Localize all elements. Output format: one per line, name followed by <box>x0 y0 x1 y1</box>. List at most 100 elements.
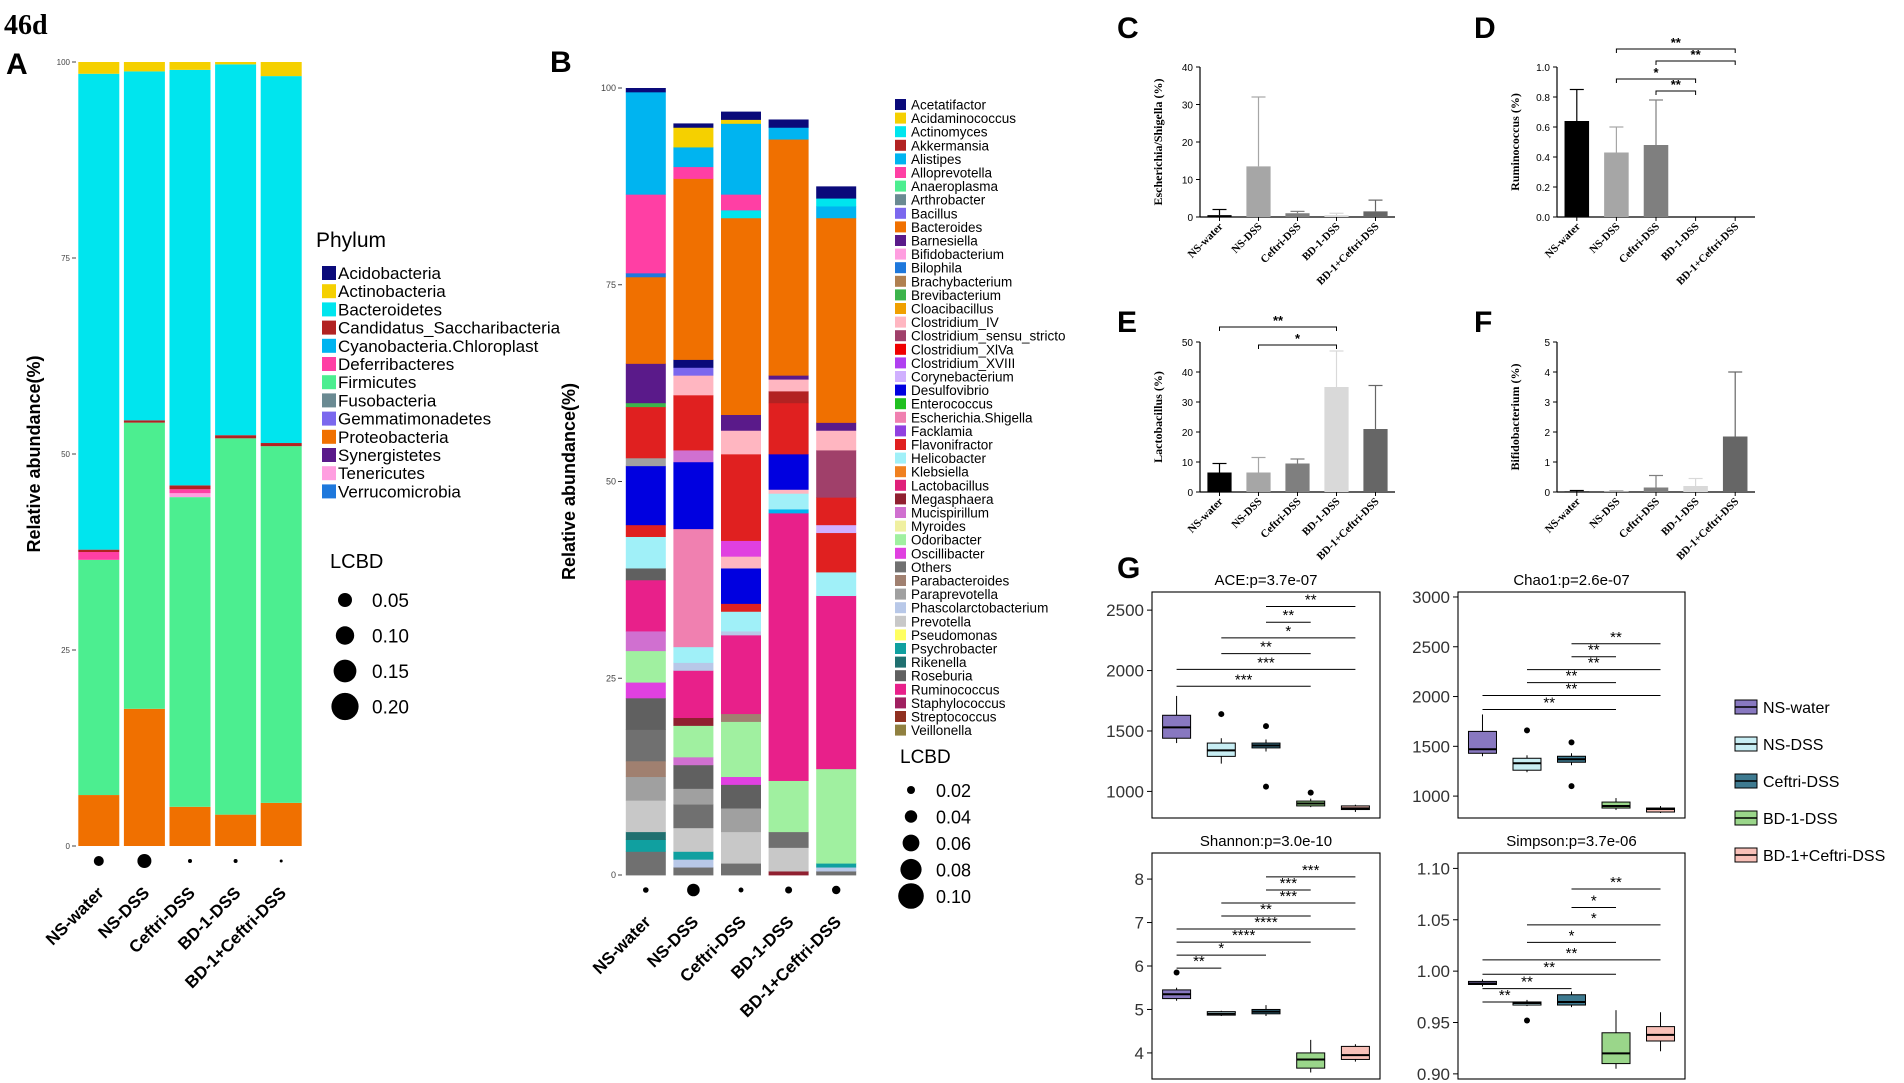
panel-b-bar-segment <box>673 804 714 829</box>
panel-a-legend-label: Candidatus_Saccharibacteria <box>338 319 561 338</box>
panel-b-lcbd-dot <box>738 887 744 893</box>
panel-c-y-tick-label: 20 <box>1182 138 1194 149</box>
panel-b-bar-segment <box>673 528 714 648</box>
panel-f-bar <box>1643 487 1669 492</box>
panel-b-bar-segment <box>768 509 809 514</box>
panel-b-legend-swatch <box>895 139 906 151</box>
panel-b-bar-segment <box>721 568 761 604</box>
panel-b-bar-segment <box>625 831 666 840</box>
panel-b-bar-segment <box>768 493 809 510</box>
panel-b-legend-label: Mucispirillum <box>911 506 989 521</box>
panel-g-ace-chart: ACE:p=3.7e-071000150020002500***********… <box>1106 567 1381 819</box>
panel-b-bar-segment <box>625 760 666 778</box>
panel-b-bar-segment <box>768 831 809 848</box>
panel-a-lcbd-title: LCBD <box>330 551 383 573</box>
panel-b-legend-swatch <box>895 629 906 641</box>
panel-a-legend-swatch <box>322 466 336 481</box>
panel-d-y-tick-label: 0.2 <box>1536 183 1550 194</box>
panel-b-legend-swatch <box>895 275 906 287</box>
panel-g-simpson-chart: Simpson:p=3.7e-060.900.951.001.051.10***… <box>1417 828 1686 1083</box>
panel-b-bar-segment <box>816 422 857 431</box>
panel-d-y-tick-label: 0.6 <box>1536 123 1550 134</box>
panel-a-bar-segment <box>169 493 211 498</box>
panel-a-bar-segment <box>123 62 165 72</box>
panel-b-bar-segment <box>721 209 761 219</box>
panel-b-bar-segment <box>625 697 666 730</box>
panel-g-chao1-y-tick-label: 2000 <box>1412 688 1450 707</box>
panel-a-bar-segment <box>123 71 165 421</box>
panel-a-legend-label: Acidobacteria <box>338 264 442 283</box>
panel-b-lcbd-dot <box>643 887 649 893</box>
panel-c-y-tick-label: 0 <box>1187 213 1193 224</box>
panel-b-bar-segment <box>721 603 761 612</box>
panel-b-bar-segment <box>625 363 666 404</box>
panel-b-bar-segment <box>673 178 714 360</box>
panel-b-bar-segment <box>673 147 714 168</box>
panel-e-significance-bracket <box>1219 326 1337 331</box>
panel-c-bar <box>1285 213 1310 217</box>
panel-e-y-tick-label: 50 <box>1182 338 1194 349</box>
panel-a-bar-segment <box>215 64 257 436</box>
panel-b-bar-segment <box>673 127 714 148</box>
panel-b-legend-swatch <box>895 343 906 355</box>
panel-b-bar-segment <box>625 631 666 652</box>
panel-b-legend-swatch <box>895 547 906 559</box>
panel-b-legend-label: Myroides <box>911 519 966 534</box>
panel-b-bar-segment <box>673 859 714 868</box>
panel-b-chart: NS-waterNS-DSSCeftri-DSSBD-1-DSSBD-1+Cef… <box>559 83 1066 1021</box>
panel-b-legend-label: Akkermansia <box>911 138 990 153</box>
panel-a-legend-swatch <box>322 302 336 317</box>
panel-d-y-tick-label: 0.8 <box>1536 93 1550 104</box>
panel-g-simpson-box <box>1646 1026 1676 1042</box>
panel-b-bar-segment <box>625 839 666 852</box>
panel-b-lcbd-dot <box>687 883 700 897</box>
panel-d-chart: 0.0 0.2 0.4 0.6 0.8 1.0 NS-water NS-DSSCeftri-D… <box>1508 35 1755 288</box>
panel-a-legend-swatch <box>322 429 336 444</box>
panel-b-bar-segment <box>673 359 714 368</box>
panel-b-bar-segment <box>673 788 714 805</box>
panel-a-lcbd-legend-label: 0.10 <box>372 627 409 648</box>
panel-a-bar-segment <box>169 69 211 486</box>
panel-b-bar-segment <box>673 646 714 663</box>
panel-a-y-axis-label: Relative abundance(%) <box>24 355 44 552</box>
panel-letter-g: G <box>1117 552 1140 585</box>
panel-b-legend-swatch <box>895 507 906 518</box>
panel-b-legend-swatch <box>895 452 906 464</box>
panel-b-legend-label: Flavonifractor <box>911 438 993 453</box>
panel-g-ace-outlier <box>1218 711 1225 718</box>
panel-a-bar-segment <box>169 489 211 494</box>
panel-b-legend-label: Parabacteroides <box>911 574 1010 589</box>
panel-b-x-tick-label: NS-water <box>589 912 655 978</box>
panel-b-legend-label: Arthrobacter <box>911 193 986 208</box>
panel-g-simpson-y-tick-label: 1.00 <box>1417 962 1450 981</box>
panel-b-lcbd-legend-label: 0.08 <box>936 861 971 881</box>
panel-b-legend-label: Paraprevotella <box>911 587 999 602</box>
panel-c-y-tick-label: 30 <box>1182 101 1194 112</box>
panel-d-x-tick-label: NS-water <box>1543 221 1583 261</box>
panel-g-chao1-significance-label: ** <box>1588 642 1600 659</box>
panel-a-lcbd-dot <box>233 859 238 863</box>
panel-b-bar-segment <box>721 430 761 455</box>
panel-b-legend-label: Roseburia <box>911 669 973 684</box>
panel-b-legend-swatch <box>895 520 906 532</box>
panel-a-lcbd-legend-label: 0.05 <box>372 591 409 612</box>
panel-b-bar-segment <box>816 871 857 876</box>
panel-g-chao1-y-tick-label: 1500 <box>1412 737 1450 756</box>
panel-g-shannon-frame <box>1151 852 1381 1080</box>
panel-b-legend-swatch <box>895 316 906 328</box>
panel-a-bar-segment <box>215 435 257 439</box>
panel-b-y-tick-label: 75 <box>606 280 616 290</box>
panel-d-significance-label: ** <box>1671 77 1682 92</box>
panel-b-legend-label: Enterococcus <box>911 397 993 412</box>
panel-b-legend-label: Bacteroides <box>911 220 983 235</box>
panel-b-legend-swatch <box>895 425 906 437</box>
panel-b-legend-label: Brevibacterium <box>911 288 1001 303</box>
panel-c-y-tick-label: 40 <box>1182 63 1194 74</box>
panel-b-bar-segment <box>721 808 761 833</box>
panel-a-legend-swatch <box>322 266 336 280</box>
panel-c-x-tick-label: Ceftri-DSS <box>1258 221 1303 266</box>
panel-b-legend-label: Bacillus <box>911 206 958 221</box>
panel-g-simpson-significance-label: * <box>1591 910 1597 927</box>
panel-b-bar-segment <box>721 414 761 431</box>
panel-b-legend-swatch <box>895 167 906 178</box>
